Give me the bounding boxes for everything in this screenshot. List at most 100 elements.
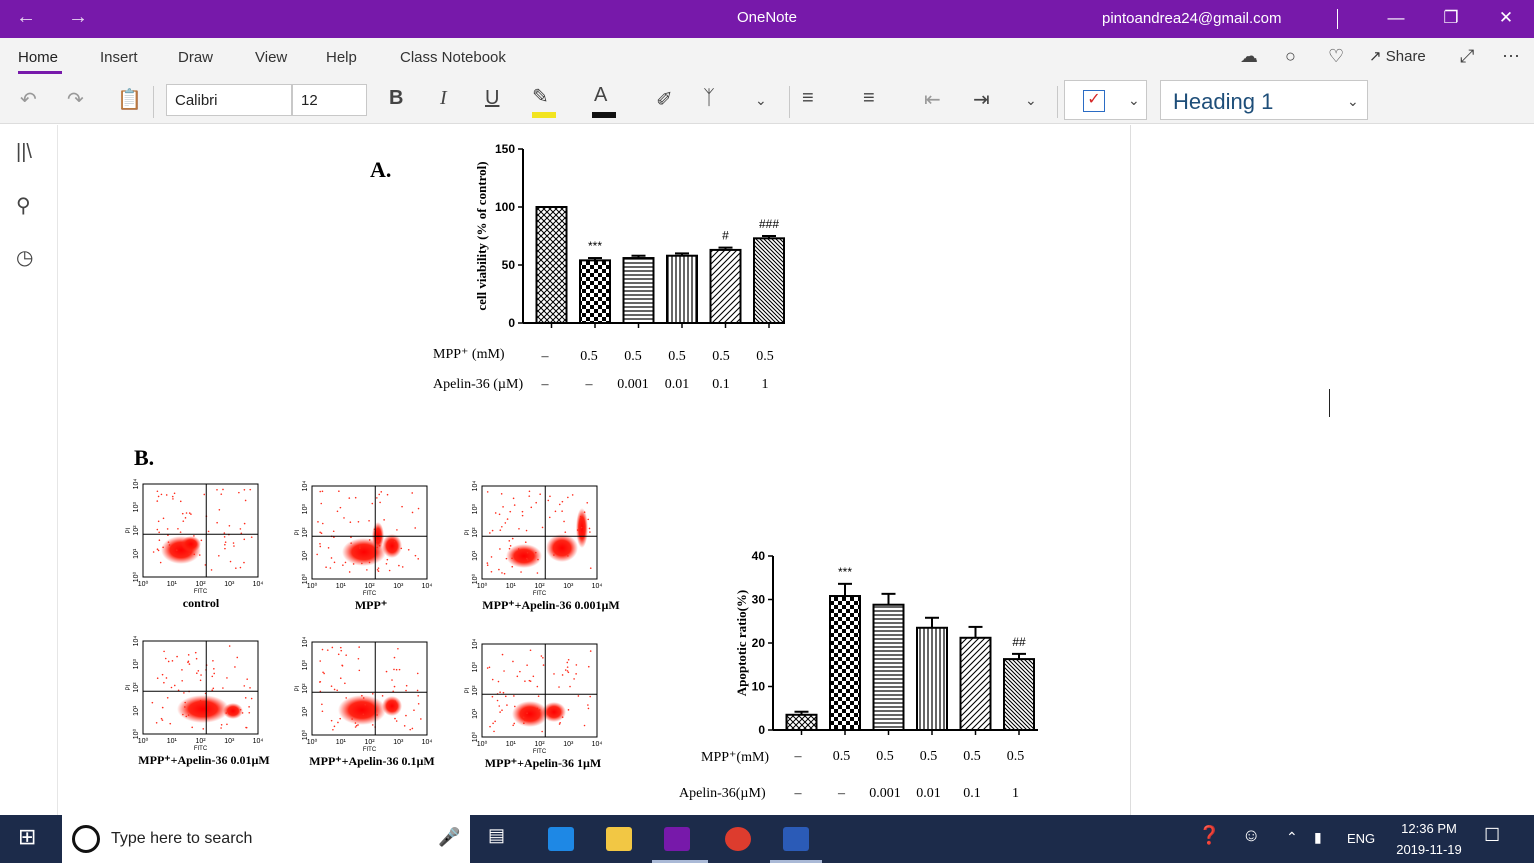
chevron-down-icon[interactable]: ⌄ bbox=[755, 92, 767, 108]
word-icon[interactable] bbox=[783, 827, 809, 851]
event-dot bbox=[498, 513, 501, 516]
style-selector[interactable]: Heading 1 ⌄ bbox=[1160, 80, 1368, 120]
recent-clock-icon[interactable]: ◷ bbox=[16, 247, 34, 269]
forward-arrow-icon[interactable]: → bbox=[68, 6, 88, 28]
event-dot bbox=[509, 510, 512, 513]
event-dot bbox=[576, 529, 579, 531]
people-icon[interactable]: ☺ bbox=[1242, 825, 1261, 845]
windows-start-icon[interactable]: ⊞ bbox=[18, 824, 37, 849]
underline-button[interactable]: U bbox=[485, 87, 500, 109]
event-dot bbox=[333, 561, 336, 564]
event-dot bbox=[235, 567, 237, 569]
redo-icon[interactable]: ↷ bbox=[67, 89, 84, 111]
event-dot bbox=[380, 491, 383, 493]
tab-class-notebook[interactable]: Class Notebook bbox=[400, 49, 506, 66]
tab-draw[interactable]: Draw bbox=[178, 49, 214, 66]
treatment-value: 0.5 bbox=[580, 349, 598, 364]
flow-x-axis-label: FITC bbox=[363, 591, 377, 597]
clock-time[interactable]: 12:36 PM bbox=[1401, 821, 1457, 836]
tab-insert[interactable]: Insert bbox=[100, 49, 138, 66]
todo-checkbox-icon: ✓ bbox=[1083, 90, 1105, 112]
flow-plot-caption: MPP⁺ bbox=[355, 598, 387, 612]
treatment-value: 0.5 bbox=[920, 749, 938, 764]
edge-icon[interactable] bbox=[548, 827, 574, 851]
language-indicator[interactable]: ENG bbox=[1347, 831, 1376, 846]
minimize-icon[interactable]: — bbox=[1387, 8, 1405, 27]
help-icon[interactable]: ❓ bbox=[1198, 825, 1221, 845]
close-icon[interactable]: ✕ bbox=[1498, 8, 1514, 27]
bullet-list-icon[interactable]: ≡ bbox=[802, 87, 814, 109]
page-canvas[interactable]: A. 0 50 100 150 cell viability (% of control… bbox=[58, 125, 1130, 815]
increase-indent-icon[interactable]: ⇥ bbox=[973, 89, 990, 111]
flow-y-tick-label: 10³ bbox=[133, 502, 140, 513]
account-email[interactable]: pintoandrea24@gmail.com bbox=[1102, 10, 1282, 27]
page-right-area[interactable] bbox=[1130, 125, 1534, 815]
event-dot bbox=[319, 531, 321, 534]
clipboard-icon[interactable]: 📋 bbox=[117, 89, 142, 111]
event-dot bbox=[368, 520, 370, 522]
file-explorer-icon[interactable] bbox=[606, 827, 632, 851]
sync-cloud-icon[interactable]: ☁ bbox=[1240, 46, 1258, 66]
bold-button[interactable]: B bbox=[389, 87, 404, 109]
ribbon-tabs: Home Insert Draw View Help Class Noteboo… bbox=[0, 38, 1534, 78]
treatment-value: 0.5 bbox=[668, 349, 686, 364]
share-label: Share bbox=[1385, 48, 1426, 65]
taskbar-search-box[interactable]: Type here to search 🎤 bbox=[62, 815, 470, 863]
clear-formatting-icon[interactable]: ᛉ bbox=[703, 87, 715, 109]
chrome-icon[interactable] bbox=[725, 827, 751, 851]
format-painter-icon[interactable]: ✐ bbox=[656, 89, 673, 111]
event-dot bbox=[162, 546, 164, 549]
search-icon[interactable]: ⚲ bbox=[16, 195, 31, 217]
share-button[interactable]: ↗ Share bbox=[1369, 47, 1426, 65]
event-dot bbox=[229, 560, 232, 563]
event-dot bbox=[225, 712, 227, 714]
event-dot bbox=[521, 510, 524, 513]
tab-view[interactable]: View bbox=[255, 49, 288, 66]
event-dot bbox=[508, 540, 511, 542]
event-dot bbox=[331, 646, 334, 649]
flow-x-tick-label: 10³ bbox=[393, 583, 404, 590]
event-dot bbox=[165, 494, 168, 496]
font-size-input[interactable]: 12 bbox=[292, 84, 367, 116]
event-dot bbox=[388, 569, 391, 572]
event-dot bbox=[157, 549, 160, 552]
task-view-icon[interactable]: ▤ bbox=[488, 825, 506, 845]
fullscreen-icon[interactable]: ⤢ bbox=[1460, 46, 1475, 66]
restore-icon[interactable]: ❐ bbox=[1443, 8, 1459, 27]
lightbulb-icon[interactable]: ○ bbox=[1285, 46, 1296, 66]
event-dot bbox=[163, 650, 165, 653]
event-dot bbox=[542, 656, 544, 659]
back-arrow-icon[interactable]: ← bbox=[16, 6, 36, 28]
notebooks-icon[interactable]: ||\ bbox=[16, 141, 32, 163]
flow-y-tick-label: 10⁰ bbox=[132, 572, 140, 583]
tab-home[interactable]: Home bbox=[18, 49, 59, 66]
bell-icon[interactable]: ♡ bbox=[1328, 46, 1345, 66]
undo-icon[interactable]: ↶ bbox=[20, 89, 37, 111]
onenote-taskbar-icon[interactable] bbox=[664, 827, 690, 851]
event-dot bbox=[513, 504, 516, 506]
tab-help[interactable]: Help bbox=[326, 49, 357, 66]
event-dot bbox=[409, 728, 412, 731]
event-dot bbox=[161, 719, 164, 721]
action-center-icon[interactable]: ☐ bbox=[1484, 825, 1501, 845]
highlighter-icon[interactable]: ✎ bbox=[532, 84, 556, 118]
chevron-up-icon[interactable]: ⌃ bbox=[1286, 829, 1298, 845]
tag-selector[interactable]: ✓ ⌄ bbox=[1064, 80, 1147, 120]
event-dot bbox=[540, 655, 543, 657]
clock-date[interactable]: 2019-11-19 bbox=[1396, 842, 1462, 857]
italic-button[interactable]: I bbox=[440, 87, 447, 109]
chevron-down-icon[interactable]: ⌄ bbox=[1025, 92, 1037, 108]
event-dot bbox=[567, 496, 569, 499]
event-dot bbox=[339, 646, 342, 649]
decrease-indent-icon[interactable]: ⇤ bbox=[924, 89, 941, 111]
event-dot bbox=[333, 725, 336, 728]
numbered-list-icon[interactable]: ≡ bbox=[863, 87, 875, 109]
font-name-input[interactable]: Calibri bbox=[166, 84, 292, 116]
font-color-button[interactable]: A bbox=[592, 84, 616, 118]
battery-icon[interactable]: ▮ bbox=[1314, 829, 1322, 845]
event-dot bbox=[197, 670, 200, 672]
event-dot bbox=[224, 541, 227, 543]
more-options-icon[interactable]: ⋯ bbox=[1502, 46, 1520, 66]
flow-x-tick-label: 10¹ bbox=[336, 583, 347, 590]
event-dot bbox=[497, 680, 500, 683]
